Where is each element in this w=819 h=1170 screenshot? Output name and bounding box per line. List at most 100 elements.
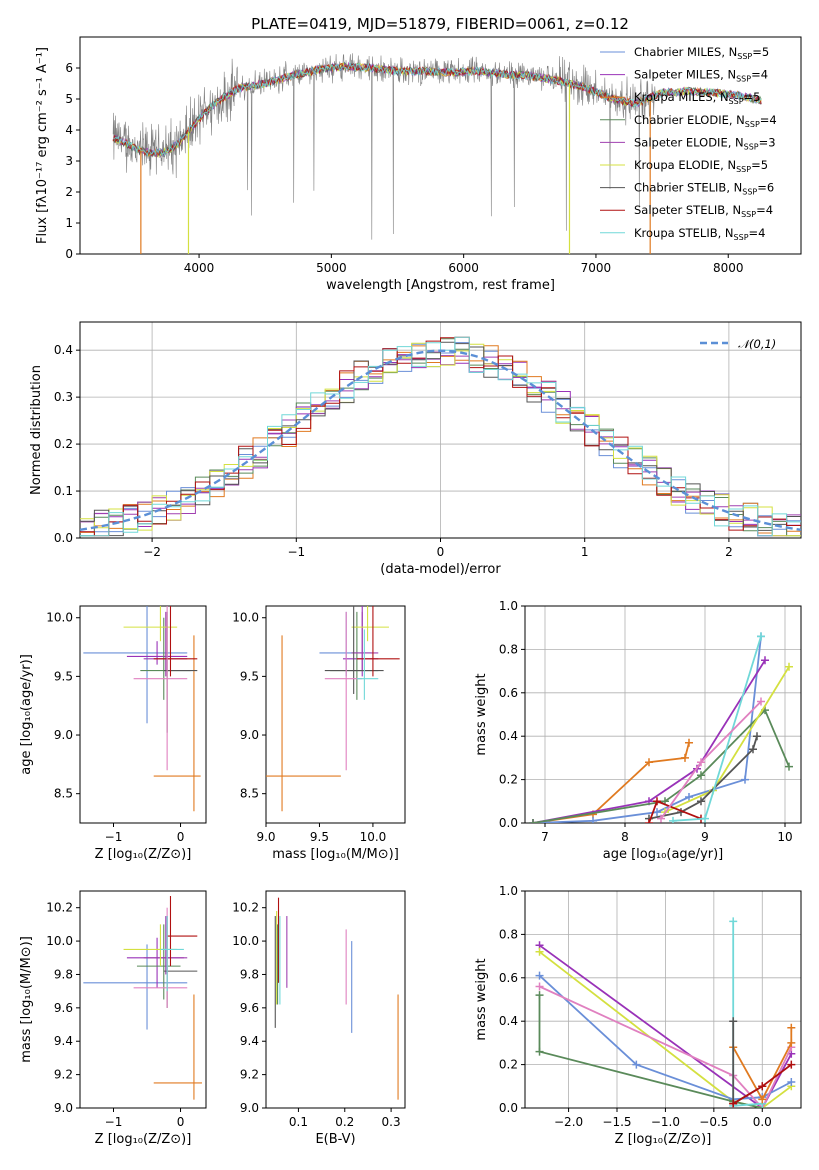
weight-point-marker bbox=[535, 971, 544, 980]
x-tick-label: 0 bbox=[437, 545, 445, 559]
plot-area bbox=[80, 336, 801, 537]
legend-label: Chabrier STELIB, NSSP=6 bbox=[634, 181, 774, 197]
x-tick-label: 0.2 bbox=[335, 1115, 354, 1129]
model-spectrum-salpeter-stelib bbox=[112, 62, 762, 158]
plot-area bbox=[535, 917, 796, 1108]
x-tick-label: −0.5 bbox=[699, 1115, 728, 1129]
observed-spectrum-line bbox=[112, 53, 656, 240]
y-axis-label: mass [log₁₀(M/M⊙)] bbox=[19, 936, 34, 1063]
legend-label: Chabrier ELODIE, NSSP=4 bbox=[634, 113, 777, 129]
x-axis-label: E(B-V) bbox=[315, 1132, 355, 1147]
legend-label: 𝒩(0,1) bbox=[738, 337, 776, 351]
weight-series-line bbox=[732, 921, 763, 1107]
weight-point-marker bbox=[535, 947, 544, 956]
plot-area bbox=[112, 53, 762, 254]
x-axis-label: age [log₁₀(age/yr)] bbox=[603, 847, 724, 862]
y-tick-label: 0.2 bbox=[499, 773, 518, 787]
legend-label: Salpeter ELODIE, NSSP=3 bbox=[634, 135, 776, 151]
x-axis-label: Z [log₁₀(Z/Z⊙)] bbox=[95, 1132, 192, 1147]
weight-point-marker bbox=[729, 917, 738, 926]
y-tick-label: 0 bbox=[65, 247, 73, 261]
x-tick-label: 7000 bbox=[581, 261, 612, 275]
x-tick-label: 8 bbox=[621, 830, 629, 844]
age-vs-z-panel: −1 0 8.5 9.0 9.5 10.0 Z [log₁₀(Z/Z⊙)] age [log₁… bbox=[19, 605, 207, 862]
plot-frame bbox=[265, 890, 406, 1109]
mass-vs-z-panel: −1 0 9.0 9.2 9.4 9.6 9.8 10.0 10.2 Z [log₁₀(Z/Z⊙)… bbox=[19, 890, 207, 1147]
x-tick-label: 0 bbox=[177, 1115, 185, 1129]
x-tick-label: −2.0 bbox=[554, 1115, 583, 1129]
plot-frame bbox=[524, 890, 802, 1109]
y-tick-label: 9.2 bbox=[240, 1068, 259, 1082]
plot-area bbox=[266, 606, 400, 812]
x-tick-label: −1 bbox=[105, 830, 123, 844]
weight-series-line bbox=[532, 659, 766, 823]
y-tick-label: 8.5 bbox=[240, 787, 259, 801]
y-tick-label: 0.8 bbox=[499, 927, 518, 941]
weight-point-marker bbox=[787, 1060, 796, 1069]
weight-point-marker bbox=[589, 816, 597, 823]
weight-point-marker bbox=[685, 738, 693, 747]
weight-point-marker bbox=[653, 808, 661, 817]
weight-point-marker bbox=[787, 1023, 796, 1032]
figure-title: PLATE=0419, MJD=51879, FIBERID=0061, z=0… bbox=[251, 15, 629, 33]
weight-point-marker bbox=[697, 771, 705, 780]
weight-vs-z-panel: −2.0 −1.5 −1.0 −0.5 0.0 0.0 0.2 0.4 0.6 0.8 1.0 Z [… bbox=[474, 884, 802, 1147]
x-tick-label: 10.0 bbox=[360, 830, 387, 844]
weight-point-marker bbox=[758, 1095, 767, 1104]
weight-point-marker bbox=[685, 792, 693, 801]
x-tick-label: 10 bbox=[777, 830, 792, 844]
y-tick-label: 9.8 bbox=[54, 967, 73, 981]
y-tick-label: 0.8 bbox=[499, 642, 518, 656]
y-tick-label: 3 bbox=[65, 154, 73, 168]
y-tick-label: 0.0 bbox=[499, 816, 518, 830]
histogram-salpeter-stelib bbox=[80, 336, 801, 537]
y-tick-label: 2 bbox=[65, 185, 73, 199]
y-axis-label: age [log₁₀(age/yr)] bbox=[19, 654, 34, 775]
x-axis-label: (data-model)/error bbox=[380, 562, 501, 577]
y-tick-label: 9.0 bbox=[240, 1101, 259, 1115]
y-tick-label: 0.0 bbox=[499, 1101, 518, 1115]
weight-point-marker bbox=[535, 1047, 544, 1056]
plot-frame bbox=[79, 890, 207, 1109]
weight-point-marker bbox=[785, 762, 793, 771]
x-tick-label: 9.0 bbox=[256, 830, 275, 844]
y-tick-label: 0.6 bbox=[499, 971, 518, 985]
normal-curve bbox=[80, 349, 801, 531]
weight-point-marker bbox=[758, 1082, 767, 1091]
plot-area bbox=[83, 606, 201, 812]
legend-label: Kroupa STELIB, NSSP=4 bbox=[634, 226, 765, 242]
plot-frame bbox=[524, 605, 802, 824]
weight-vs-age-panel: 7 8 9 10 0.0 0.2 0.4 0.6 0.8 1.0 age [log₁₀(age/yr… bbox=[474, 599, 802, 862]
plot-area bbox=[529, 632, 793, 823]
weight-point-marker bbox=[787, 1077, 796, 1086]
weight-point-marker bbox=[753, 732, 761, 741]
x-tick-label: −1 bbox=[287, 545, 305, 559]
weight-series-line bbox=[532, 636, 762, 823]
weight-series-line bbox=[538, 995, 763, 1108]
y-tick-label: 10.0 bbox=[232, 934, 259, 948]
y-axis-label: Normed distribution bbox=[29, 365, 44, 495]
y-tick-label: 10.0 bbox=[46, 611, 73, 625]
weight-point-marker bbox=[535, 982, 544, 991]
x-tick-label: 4000 bbox=[184, 261, 215, 275]
y-tick-label: 10.0 bbox=[232, 611, 259, 625]
x-tick-label: −2 bbox=[143, 545, 161, 559]
y-tick-label: 0.4 bbox=[499, 1014, 518, 1028]
x-tick-label: 0.1 bbox=[289, 1115, 308, 1129]
x-tick-label: 9 bbox=[701, 830, 709, 844]
legend-label: Salpeter MILES, NSSP=4 bbox=[634, 68, 768, 84]
legend-label: Chabrier MILES, NSSP=5 bbox=[634, 45, 769, 61]
weight-point-marker bbox=[741, 775, 749, 784]
x-tick-label: −1 bbox=[105, 1115, 123, 1129]
weight-point-marker bbox=[701, 814, 709, 823]
plot-frame bbox=[79, 605, 207, 824]
x-tick-label: 0 bbox=[177, 830, 185, 844]
weight-point-marker bbox=[653, 797, 661, 806]
weight-point-marker bbox=[697, 797, 705, 806]
weight-series-line bbox=[648, 735, 758, 820]
x-tick-label: 5000 bbox=[316, 261, 347, 275]
weight-point-marker bbox=[761, 656, 769, 665]
weight-point-marker bbox=[681, 753, 689, 762]
x-tick-label: 9.5 bbox=[310, 830, 329, 844]
